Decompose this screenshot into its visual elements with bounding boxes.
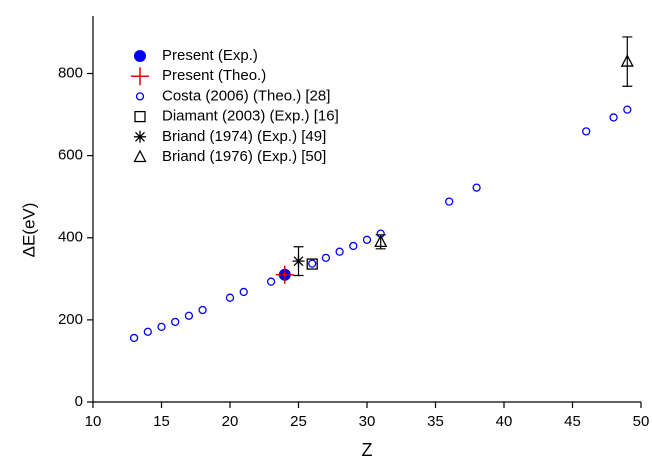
marker <box>374 234 388 248</box>
marker <box>349 241 358 251</box>
dot <box>225 293 235 302</box>
marker <box>623 105 632 114</box>
x-tick-label: 50 <box>633 413 650 430</box>
marker <box>609 113 618 122</box>
x-tick-label: 20 <box>222 413 239 430</box>
legend-label: Briand (1976) (Exp.) [50] <box>162 148 326 165</box>
dot <box>609 113 618 122</box>
marker <box>335 247 344 256</box>
marker <box>225 293 235 302</box>
legend-marker <box>131 67 149 86</box>
legend-label: Present (Exp.) <box>162 47 258 64</box>
dot <box>198 305 207 315</box>
marker <box>321 253 331 263</box>
legend-label: Diamant (2003) (Exp.) [16] <box>162 108 339 125</box>
error-bar <box>622 36 633 87</box>
marker <box>362 235 372 244</box>
marker <box>280 270 289 279</box>
plus <box>131 67 149 86</box>
legend-label: Briand (1974) (Exp.) [49] <box>162 128 326 145</box>
x-tick-label: 35 <box>427 413 444 430</box>
dot <box>171 317 180 327</box>
marker <box>129 333 139 343</box>
square <box>134 110 146 123</box>
dot <box>362 235 372 244</box>
dot <box>582 127 591 136</box>
dot <box>335 247 344 256</box>
legend-label: Costa (2006) (Theo.) [28] <box>162 87 330 104</box>
dot <box>321 253 331 263</box>
legend-marker <box>134 50 146 62</box>
asterisk <box>134 130 146 143</box>
square <box>306 258 318 270</box>
triangle <box>620 54 634 67</box>
marker <box>157 322 166 332</box>
legend-marker <box>135 92 145 101</box>
y-tick-label: 200 <box>58 311 83 328</box>
dot <box>184 311 194 320</box>
marker <box>308 259 317 268</box>
dot <box>266 277 276 286</box>
y-axis-label: ΔE(eV) <box>19 203 38 258</box>
dot <box>135 92 145 101</box>
asterisk <box>292 255 305 268</box>
legend-marker <box>133 149 147 163</box>
marker <box>306 258 318 270</box>
marker <box>198 305 207 315</box>
dot <box>129 333 139 343</box>
plus <box>275 265 294 284</box>
marker <box>171 317 180 327</box>
legend-marker <box>134 110 146 123</box>
dot <box>472 183 481 192</box>
x-tick-label: 15 <box>153 413 170 430</box>
marker <box>143 327 152 336</box>
marker <box>292 255 305 268</box>
x-tick-label: 25 <box>290 413 307 430</box>
marker <box>582 127 591 136</box>
legend-label: Present (Theo.) <box>162 67 266 84</box>
triangle <box>133 149 147 163</box>
marker <box>239 287 248 297</box>
dot <box>280 270 289 279</box>
dot <box>239 287 248 297</box>
dot <box>157 322 166 332</box>
x-tick-label: 10 <box>85 413 102 430</box>
x-tick-label: 30 <box>359 413 376 430</box>
marker <box>184 311 194 320</box>
y-tick-label: 600 <box>58 147 83 164</box>
x-tick-label: 45 <box>564 413 581 430</box>
marker <box>266 277 276 286</box>
x-tick-label: 40 <box>496 413 513 430</box>
dot <box>349 241 358 251</box>
dot <box>308 259 317 268</box>
y-tick-label: 400 <box>58 229 83 246</box>
dot <box>445 197 454 206</box>
dot <box>134 50 146 62</box>
marker <box>620 54 634 67</box>
y-tick-label: 0 <box>75 393 83 410</box>
y-tick-label: 800 <box>58 64 83 81</box>
dot <box>623 105 632 114</box>
marker <box>472 183 481 192</box>
marker <box>445 197 454 206</box>
marker <box>275 265 294 284</box>
triangle <box>374 234 388 248</box>
legend-marker <box>134 130 146 143</box>
x-axis-label: Z <box>362 440 373 460</box>
dot <box>143 327 152 336</box>
